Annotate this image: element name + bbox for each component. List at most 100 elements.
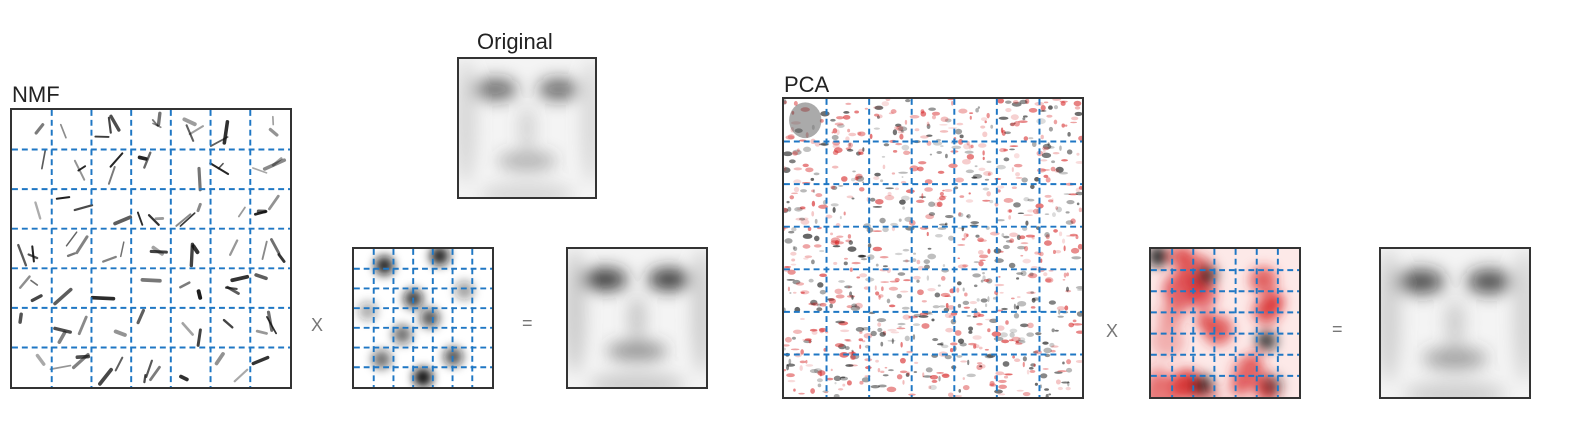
pca-texture-dot [1052, 99, 1062, 101]
encoding-blob [420, 308, 440, 328]
pca-texture-dot [1009, 238, 1015, 244]
pca-texture-dot [1058, 309, 1061, 315]
pca-texture-dot [1030, 184, 1035, 190]
pca-texture-dot [939, 195, 946, 201]
pca-texture-dot [956, 122, 964, 126]
pca-texture-dot [1011, 186, 1017, 189]
pca-texture-dot [861, 377, 871, 383]
basis-stroke [109, 152, 124, 168]
pca-texture-dot [888, 286, 899, 291]
pca-texture-dot [938, 223, 947, 226]
basis-stroke [175, 213, 192, 227]
pca-texture-dot [982, 275, 986, 282]
pca-texture-dot [1059, 231, 1063, 237]
pca-texture-dot [994, 258, 1004, 263]
basis-stroke [191, 244, 200, 255]
pca-texture-dot [802, 338, 812, 341]
pca-texture-dot [789, 292, 792, 294]
pca-texture-dot [977, 249, 984, 255]
pca-texture-dot [926, 121, 930, 127]
pca-texture-dot [847, 286, 851, 289]
pca-texture-dot [942, 264, 946, 267]
pca-texture-dot [799, 217, 806, 221]
pca-texture-dot [786, 364, 790, 371]
pca-texture-dot [1017, 245, 1026, 250]
pca-texture-dot [870, 385, 880, 389]
pca-texture-dot [896, 125, 904, 132]
pca-texture-dot [1010, 297, 1015, 300]
pca-texture-dot [1051, 328, 1055, 333]
encoding-red-blob [1170, 249, 1194, 268]
pca-texture-dot [923, 259, 931, 264]
pca-texture-dot [800, 219, 810, 225]
encoding-dark-blob [1262, 374, 1283, 396]
pca-texture-dot [799, 206, 806, 210]
pca-texture-dot [882, 226, 889, 233]
pca-texture-dot [1055, 379, 1061, 385]
encoding-blob [413, 367, 433, 387]
pca-texture-dot [1042, 341, 1049, 345]
pca-texture-dot [940, 145, 944, 148]
pca-texture-dot [1009, 332, 1015, 338]
pca-texture-dot [1075, 160, 1082, 164]
pca-texture-dot [995, 371, 1005, 376]
pca-texture-dot [854, 110, 859, 114]
basis-stroke [179, 281, 191, 289]
pca-texture-dot [965, 215, 969, 218]
pca-texture-dot [1030, 291, 1034, 294]
pca-texture-dot [980, 117, 988, 122]
pca-texture-dot [858, 338, 864, 342]
pca-texture-dot [1005, 100, 1012, 104]
pca-texture-dot [1077, 243, 1082, 250]
basis-stroke [189, 242, 195, 268]
pca-texture-dot [1034, 382, 1038, 386]
pca-texture-dot [892, 129, 898, 136]
pca-texture-dot [859, 380, 864, 385]
pca-texture-dot [875, 291, 880, 296]
pca-texture-dot [879, 217, 886, 224]
pca-texture-dot [978, 260, 984, 267]
pca-texture-dot [1034, 177, 1040, 182]
face-left-edge [568, 249, 586, 374]
pca-texture-dot [921, 300, 927, 303]
pca-texture-dot [1028, 272, 1038, 279]
pca-texture-dot [944, 354, 952, 360]
pca-texture-dot [1050, 166, 1056, 172]
basis-stroke [214, 352, 225, 366]
pca-texture-dot [1025, 220, 1029, 226]
pca-texture-dot [785, 135, 795, 140]
pca-texture-dot [1055, 249, 1062, 254]
pca-texture-dot [876, 115, 880, 119]
pca-texture-dot [878, 294, 884, 298]
pca-texture-dot [927, 287, 936, 292]
pca-texture-dot [1031, 297, 1036, 303]
pca-texture-dot [842, 114, 851, 120]
pca-texture-dot [836, 123, 845, 128]
pca-texture-dot [854, 176, 859, 181]
pca-texture-dot [1045, 234, 1050, 240]
pca-texture-dot [903, 150, 911, 155]
original-label: Original [477, 29, 553, 54]
pca-texture-dot [1026, 332, 1035, 337]
right-eye [1466, 269, 1512, 294]
pca-texture-dot [951, 100, 954, 106]
left-eye [583, 268, 628, 291]
basis-stroke [196, 202, 202, 213]
pca-texture-dot [958, 389, 962, 393]
pca-texture-dot [789, 195, 795, 200]
pca-texture-dot [897, 272, 906, 276]
pca-texture-dot [877, 114, 883, 119]
basis-stroke [34, 201, 42, 220]
pca-texture-dot [815, 193, 823, 198]
pca-texture-dot [787, 269, 796, 275]
pca-texture-dot [859, 344, 862, 350]
pca-texture-dot [1053, 229, 1058, 233]
pca-texture-dot [879, 331, 886, 337]
pca-texture-dot [965, 199, 974, 203]
pca-texture-dot [848, 142, 852, 147]
pca-texture-dot [872, 246, 883, 252]
face-shading [459, 59, 595, 197]
pca-texture-dot [1067, 132, 1071, 137]
pca-texture-dot [882, 164, 886, 170]
pca-texture-dot [901, 176, 904, 178]
